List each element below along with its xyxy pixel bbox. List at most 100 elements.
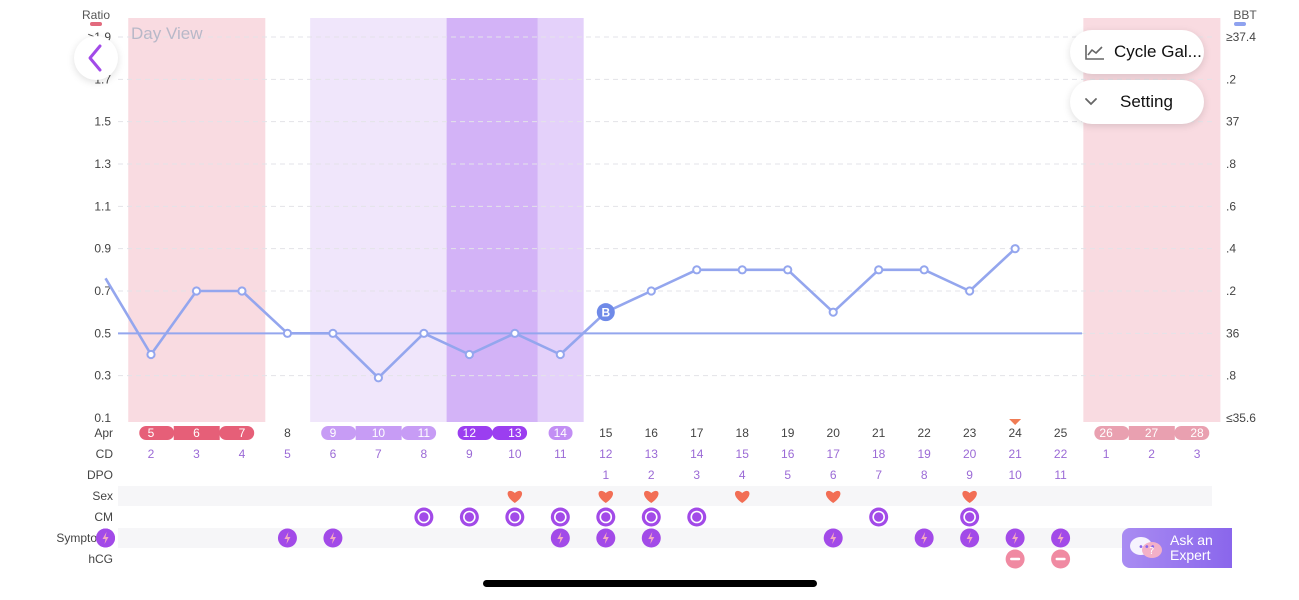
- cd-value: 8: [421, 447, 428, 461]
- date-strip-fertile: [401, 426, 437, 440]
- bolt-mark: [830, 532, 837, 544]
- dpo-value: 5: [784, 468, 791, 482]
- chevron-left-icon: [88, 44, 102, 72]
- ask-expert-button[interactable]: ••• ? Ask an Expert: [1122, 528, 1232, 568]
- cervical-mucus-icon[interactable]: [869, 507, 889, 527]
- setting-button[interactable]: Setting: [1070, 80, 1204, 124]
- cervical-mucus-icon[interactable]: [687, 507, 707, 527]
- data-point[interactable]: [646, 286, 656, 296]
- left-tick-label: 0.1: [94, 411, 111, 425]
- date-label: 13: [508, 426, 522, 440]
- cervical-mucus-icon[interactable]: [459, 507, 479, 527]
- day-rows: Apr 5263748596107118129131014111512116132…: [56, 419, 1212, 569]
- date-strip-period: [139, 426, 175, 440]
- home-indicator: [483, 580, 817, 587]
- cd-value: 3: [193, 447, 200, 461]
- phase-band-fertile: [401, 18, 448, 422]
- right-tick-label: .6: [1226, 199, 1236, 213]
- cervical-mucus-icon[interactable]: [414, 507, 434, 527]
- cm-mark: [463, 510, 476, 524]
- cd-value: 13: [645, 447, 659, 461]
- cm-mark: [690, 510, 704, 524]
- back-button[interactable]: [74, 36, 118, 80]
- date-strip-predicted: [1174, 426, 1210, 440]
- phase-band-predicted: [1128, 18, 1175, 422]
- phase-band-peak: [446, 18, 493, 422]
- minus-mark: [1055, 557, 1066, 561]
- heart-icon[interactable]: [825, 490, 841, 503]
- data-point[interactable]: [373, 373, 383, 383]
- dpo-value: 8: [921, 468, 928, 482]
- data-point[interactable]: [328, 328, 338, 338]
- grid-lines: [118, 36, 1212, 377]
- date-label: 8: [284, 426, 291, 440]
- data-point[interactable]: [419, 328, 429, 338]
- date-label: 21: [872, 426, 886, 440]
- date-label: 20: [827, 426, 841, 440]
- phase-band-peak: [492, 18, 539, 422]
- date-strip-predicted: [1128, 426, 1175, 440]
- marker-point[interactable]: [596, 303, 615, 322]
- left-tick-label: 1.1: [94, 199, 111, 213]
- cycle-gallery-button[interactable]: Cycle Gal...: [1070, 30, 1204, 74]
- bolt-mark: [921, 532, 928, 544]
- ask-expert-line1: Ask an: [1170, 532, 1213, 548]
- data-point[interactable]: [146, 349, 156, 360]
- date-label: 18: [736, 426, 750, 440]
- data-point[interactable]: [282, 328, 293, 338]
- bolt-mark: [966, 532, 973, 544]
- data-point[interactable]: [692, 265, 702, 275]
- right-tick-label: 36: [1226, 326, 1240, 340]
- right-tick-label: .4: [1226, 242, 1236, 256]
- bolt-mark: [557, 532, 564, 544]
- cd-value: 7: [375, 447, 382, 461]
- data-point[interactable]: [1010, 244, 1020, 254]
- heart-icon[interactable]: [962, 490, 977, 503]
- line-chart-icon: [1085, 45, 1104, 60]
- cd-value: 6: [330, 447, 337, 461]
- date-label: 23: [963, 426, 977, 440]
- date-label: 24: [1008, 426, 1022, 440]
- data-point[interactable]: [510, 328, 520, 338]
- data-point[interactable]: [237, 286, 247, 296]
- data-point[interactable]: [874, 265, 884, 275]
- data-point[interactable]: [464, 349, 474, 360]
- cervical-mucus-icon[interactable]: [505, 507, 525, 527]
- data-point[interactable]: [737, 265, 747, 275]
- heart-icon[interactable]: [507, 490, 523, 503]
- data-point[interactable]: [965, 286, 975, 296]
- data-point[interactable]: [555, 349, 565, 360]
- svg-text:?: ?: [1149, 546, 1154, 557]
- cm-mark: [644, 510, 658, 524]
- date-label: 28: [1190, 426, 1204, 440]
- cd-value: 4: [239, 447, 246, 461]
- heart-icon[interactable]: [734, 490, 750, 503]
- day-view-label: Day View: [131, 24, 203, 43]
- row-label: Sex: [92, 489, 113, 503]
- right-tick-label: ≤35.6: [1226, 411, 1256, 425]
- date-label: 26: [1099, 426, 1113, 440]
- cd-value: 18: [872, 447, 886, 461]
- heart-icon[interactable]: [644, 490, 659, 503]
- cervical-mucus-icon[interactable]: [596, 507, 616, 527]
- date-strip-predicted: [1094, 426, 1130, 440]
- heart-icon[interactable]: [598, 490, 614, 503]
- cd-value: 10: [508, 447, 522, 461]
- data-point[interactable]: [828, 307, 838, 317]
- cervical-mucus-icon[interactable]: [550, 507, 570, 527]
- phase-band-fertile: [355, 18, 402, 422]
- bolt-mark: [1057, 532, 1064, 544]
- bolt-mark: [329, 532, 336, 544]
- right-tick-label: 37: [1226, 115, 1240, 129]
- setting-label: Setting: [1120, 92, 1173, 111]
- row-label: hCG: [88, 552, 113, 566]
- data-point[interactable]: [783, 265, 793, 275]
- cd-value: 14: [690, 447, 704, 461]
- date-strip-period: [219, 426, 255, 440]
- data-point[interactable]: [191, 286, 202, 296]
- cervical-mucus-icon[interactable]: [960, 507, 980, 527]
- date-strip-fertile: [355, 426, 402, 440]
- cervical-mucus-icon[interactable]: [641, 507, 661, 527]
- data-point[interactable]: [919, 265, 929, 275]
